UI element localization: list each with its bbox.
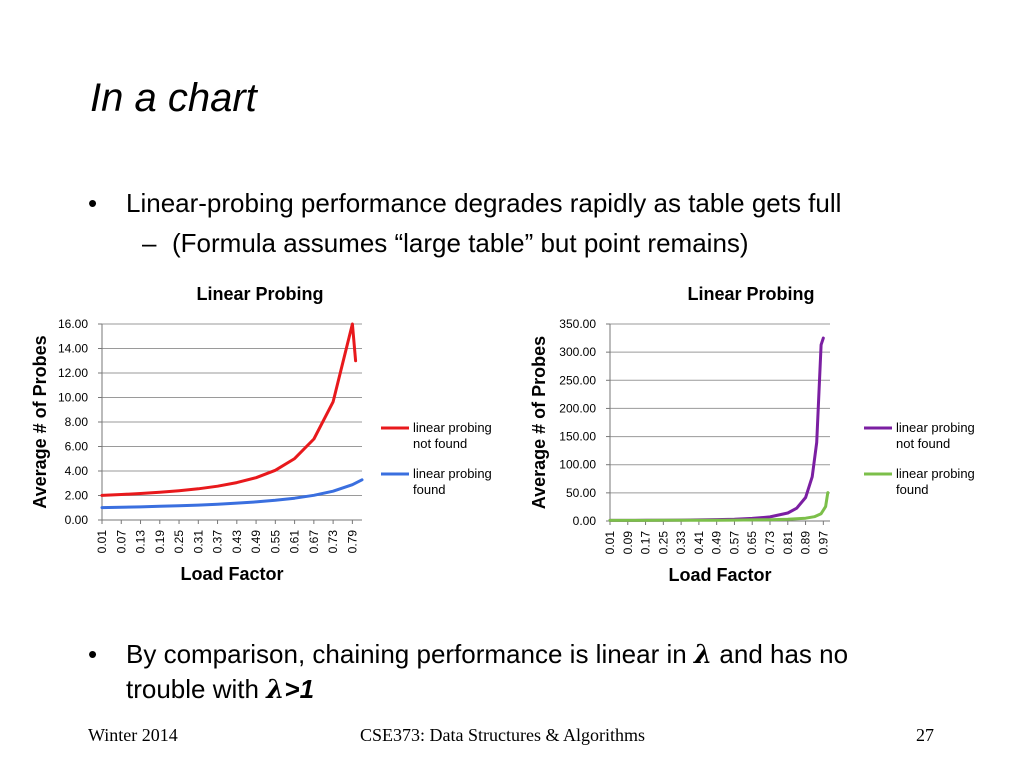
- y-tick-label: 200.00: [559, 401, 596, 415]
- y-tick-label: 6.00: [65, 440, 89, 454]
- bullet2-text-end: >1: [284, 674, 315, 704]
- series-line: [100, 322, 358, 497]
- y-tick-label: 100.00: [559, 458, 596, 472]
- chart-linear-probing-full: Linear Probing 0.00 50.00 100.00 150.00 200.0…: [505, 278, 1024, 588]
- y-tick-label: 16.00: [58, 317, 88, 331]
- y-tick-label: 10.00: [58, 391, 88, 405]
- y-tick-label: 0.00: [65, 513, 89, 527]
- x-tick-label: 0.81: [781, 531, 795, 555]
- sub-bullet-text: (Formula assumes “large table” but point…: [172, 228, 749, 258]
- x-tick-label: 0.37: [211, 530, 225, 554]
- x-tick-label: 0.17: [639, 531, 653, 555]
- x-tick-label: 0.25: [656, 531, 670, 555]
- y-tick-label: 14.00: [58, 342, 88, 356]
- y-tick-label: 250.00: [559, 373, 596, 387]
- chart-svg-full: Linear Probing 0.00 50.00 100.00 150.00 200.0…: [529, 284, 975, 585]
- lambda-symbol: λ: [693, 640, 713, 670]
- footer-page-number: 27: [916, 725, 934, 745]
- x-tick-label: 0.61: [288, 530, 302, 554]
- x-tick-label: 0.43: [230, 530, 244, 554]
- series-line: [608, 491, 830, 522]
- x-tick-label: 0.01: [95, 530, 109, 554]
- chart-title: Linear Probing: [687, 284, 814, 304]
- x-tick-label: 0.73: [763, 531, 777, 555]
- x-tick-label: 0.09: [621, 531, 635, 555]
- x-tick-label: 0.65: [745, 531, 759, 555]
- bullet-symbol: •: [88, 188, 98, 218]
- x-tick-label: 0.19: [153, 530, 167, 554]
- x-axis-label: Load Factor: [668, 565, 771, 585]
- x-tick-label: 0.07: [114, 530, 128, 554]
- x-tick-label: 0.57: [727, 531, 741, 555]
- y-axis-label: Average # of Probes: [30, 335, 50, 508]
- bullet-text: Linear-probing performance degrades rapi…: [126, 188, 842, 218]
- x-tick-label: 0.31: [191, 530, 205, 554]
- legend-label: linear probing not found: [896, 420, 975, 451]
- y-tick-label: 150.00: [559, 430, 596, 444]
- y-tick-label: 8.00: [65, 415, 89, 429]
- lambda-symbol: λ: [266, 675, 285, 705]
- x-tick-label: 0.49: [710, 531, 724, 555]
- y-tick-label: 2.00: [65, 489, 89, 503]
- legend-label: linear probing not found: [413, 420, 492, 451]
- x-tick-label: 0.49: [249, 530, 263, 554]
- y-tick-label: 0.00: [573, 514, 597, 528]
- x-tick-label: 0.55: [268, 530, 282, 554]
- footer-term: Winter 2014: [88, 725, 178, 745]
- x-tick-label: 0.41: [692, 531, 706, 555]
- x-tick-label: 0.13: [134, 530, 148, 554]
- dash-symbol: –: [142, 228, 157, 258]
- x-tick-label: 0.33: [674, 531, 688, 555]
- legend-label: linear probing found: [413, 466, 492, 497]
- chart-title: Linear Probing: [196, 284, 323, 304]
- x-tick-label: 0.97: [816, 531, 830, 555]
- sub-bullet-formula: – (Formula assumes “large table” but poi…: [142, 226, 749, 260]
- x-axis-label: Load Factor: [180, 564, 283, 584]
- bullet-linear-probing: • Linear-probing performance degrades ra…: [88, 186, 842, 220]
- y-tick-label: 300.00: [559, 345, 596, 359]
- y-tick-label: 12.00: [58, 366, 88, 380]
- bullet-symbol: •: [88, 639, 98, 669]
- bullet2-text-middle: and has no trouble with: [126, 639, 849, 704]
- y-tick-label: 50.00: [566, 486, 596, 500]
- x-tick-label: 0.89: [799, 531, 813, 555]
- x-tick-label: 0.73: [326, 530, 340, 554]
- y-axis-label: Average # of Probes: [529, 336, 549, 509]
- slide-title: In a chart: [90, 76, 257, 120]
- chart-linear-probing-small: Linear Probing 0.00 2.00 4.00 6.00 8.00 10.00 1…: [0, 278, 520, 588]
- bullet-chaining: • By comparison, chaining performance is…: [88, 637, 926, 707]
- chart-svg-small: Linear Probing 0.00 2.00 4.00 6.00 8.00 10.00 1…: [30, 284, 492, 584]
- bullet2-text-start: By comparison, chaining performance is l…: [126, 639, 694, 669]
- legend-label: linear probing found: [896, 466, 975, 497]
- y-tick-label: 350.00: [559, 317, 596, 331]
- y-tick-label: 4.00: [65, 464, 89, 478]
- footer-course: CSE373: Data Structures & Algorithms: [360, 725, 645, 745]
- series-line: [100, 478, 364, 510]
- x-tick-label: 0.25: [172, 530, 186, 554]
- x-tick-label: 0.79: [345, 530, 359, 554]
- x-tick-label: 0.67: [307, 530, 321, 554]
- x-tick-label: 0.01: [603, 531, 617, 555]
